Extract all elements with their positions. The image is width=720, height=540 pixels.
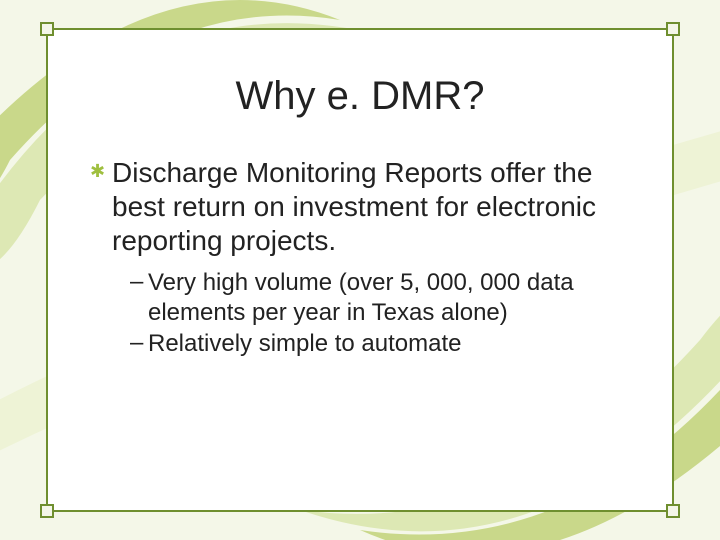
frame-corner-bl — [40, 504, 54, 518]
bullet-level2-group: – Very high volume (over 5, 000, 000 dat… — [130, 268, 638, 358]
frame-corner-tr — [666, 22, 680, 36]
slide-body: ✱ Discharge Monitoring Reports offer the… — [90, 156, 638, 360]
bullet-level2-text: Relatively simple to automate — [148, 329, 638, 358]
frame-corner-tl — [40, 22, 54, 36]
dash-bullet-icon: – — [130, 329, 148, 357]
bullet-level2: – Relatively simple to automate — [130, 329, 638, 358]
bullet-level2: – Very high volume (over 5, 000, 000 dat… — [130, 268, 638, 327]
bullet-level1-text: Discharge Monitoring Reports offer the b… — [112, 156, 638, 258]
bullet-level2-text: Very high volume (over 5, 000, 000 data … — [148, 268, 638, 327]
slide-title: Why e. DMR? — [48, 74, 672, 119]
slide-content-frame: Why e. DMR? ✱ Discharge Monitoring Repor… — [46, 28, 674, 512]
dash-bullet-icon: – — [130, 268, 148, 296]
frame-corner-br — [666, 504, 680, 518]
bullet-level1: ✱ Discharge Monitoring Reports offer the… — [90, 156, 638, 258]
star-bullet-icon: ✱ — [90, 162, 112, 180]
